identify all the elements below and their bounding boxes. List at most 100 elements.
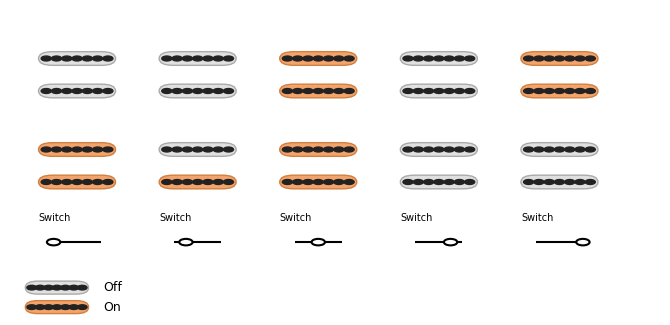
- Circle shape: [92, 56, 103, 61]
- Circle shape: [423, 56, 433, 61]
- Text: Switch: Switch: [38, 213, 71, 223]
- Circle shape: [41, 88, 52, 94]
- FancyBboxPatch shape: [159, 175, 236, 189]
- Circle shape: [47, 239, 60, 245]
- Circle shape: [534, 179, 544, 185]
- FancyBboxPatch shape: [38, 84, 116, 98]
- Circle shape: [62, 179, 72, 185]
- FancyBboxPatch shape: [25, 281, 88, 294]
- FancyBboxPatch shape: [279, 175, 356, 189]
- Circle shape: [544, 179, 554, 185]
- FancyBboxPatch shape: [401, 175, 477, 189]
- Circle shape: [27, 285, 36, 290]
- Circle shape: [52, 147, 62, 152]
- Circle shape: [444, 88, 454, 94]
- Circle shape: [313, 88, 324, 94]
- FancyBboxPatch shape: [279, 84, 356, 98]
- Circle shape: [282, 147, 293, 152]
- Circle shape: [44, 285, 54, 290]
- Circle shape: [324, 88, 334, 94]
- Circle shape: [182, 179, 192, 185]
- Circle shape: [213, 56, 223, 61]
- Circle shape: [192, 88, 203, 94]
- Circle shape: [444, 147, 454, 152]
- Circle shape: [161, 56, 172, 61]
- Circle shape: [403, 147, 413, 152]
- Circle shape: [44, 305, 54, 309]
- Circle shape: [565, 56, 575, 61]
- Circle shape: [92, 179, 103, 185]
- Circle shape: [303, 56, 313, 61]
- Circle shape: [585, 56, 596, 61]
- Circle shape: [464, 56, 475, 61]
- Circle shape: [52, 285, 62, 290]
- FancyBboxPatch shape: [38, 175, 116, 189]
- Circle shape: [103, 56, 113, 61]
- Circle shape: [413, 56, 423, 61]
- Text: Switch: Switch: [279, 213, 312, 223]
- Circle shape: [575, 88, 585, 94]
- Circle shape: [344, 56, 354, 61]
- Circle shape: [82, 56, 92, 61]
- Circle shape: [413, 88, 423, 94]
- Circle shape: [585, 147, 596, 152]
- Circle shape: [334, 147, 344, 152]
- Circle shape: [565, 147, 575, 152]
- Circle shape: [62, 56, 72, 61]
- FancyBboxPatch shape: [279, 52, 356, 65]
- FancyBboxPatch shape: [401, 84, 477, 98]
- FancyBboxPatch shape: [401, 143, 477, 156]
- Circle shape: [403, 179, 413, 185]
- Circle shape: [282, 179, 293, 185]
- Circle shape: [534, 147, 544, 152]
- Circle shape: [72, 179, 82, 185]
- Circle shape: [52, 179, 62, 185]
- FancyBboxPatch shape: [521, 143, 598, 156]
- Circle shape: [334, 179, 344, 185]
- Circle shape: [303, 179, 313, 185]
- Circle shape: [324, 147, 334, 152]
- Circle shape: [203, 147, 213, 152]
- FancyBboxPatch shape: [521, 84, 598, 98]
- Circle shape: [182, 56, 192, 61]
- Circle shape: [60, 305, 70, 309]
- Circle shape: [423, 88, 433, 94]
- Circle shape: [324, 179, 334, 185]
- Circle shape: [172, 147, 182, 152]
- Circle shape: [444, 239, 457, 245]
- FancyBboxPatch shape: [38, 143, 116, 156]
- Circle shape: [223, 88, 234, 94]
- Circle shape: [454, 88, 464, 94]
- Circle shape: [423, 179, 433, 185]
- Circle shape: [78, 285, 87, 290]
- Circle shape: [92, 147, 103, 152]
- Circle shape: [52, 56, 62, 61]
- Circle shape: [403, 88, 413, 94]
- Circle shape: [62, 147, 72, 152]
- Circle shape: [565, 179, 575, 185]
- Circle shape: [585, 88, 596, 94]
- Text: Switch: Switch: [521, 213, 553, 223]
- Circle shape: [544, 147, 554, 152]
- Circle shape: [344, 179, 354, 185]
- Circle shape: [41, 147, 52, 152]
- Circle shape: [293, 56, 303, 61]
- Circle shape: [282, 56, 293, 61]
- Circle shape: [172, 179, 182, 185]
- Circle shape: [180, 239, 193, 245]
- Circle shape: [575, 147, 585, 152]
- Circle shape: [60, 285, 70, 290]
- Circle shape: [203, 179, 213, 185]
- Circle shape: [554, 179, 565, 185]
- Circle shape: [192, 179, 203, 185]
- Circle shape: [464, 88, 475, 94]
- Circle shape: [454, 147, 464, 152]
- Circle shape: [82, 179, 92, 185]
- Text: On: On: [103, 301, 121, 314]
- Circle shape: [444, 56, 454, 61]
- Circle shape: [312, 239, 325, 245]
- Circle shape: [182, 147, 192, 152]
- Circle shape: [433, 147, 444, 152]
- Circle shape: [575, 56, 585, 61]
- Circle shape: [161, 88, 172, 94]
